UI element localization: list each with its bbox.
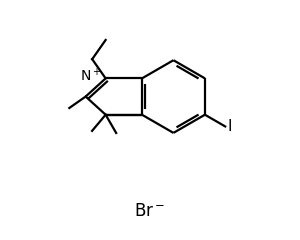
Text: I: I <box>227 119 232 134</box>
Text: Br$^-$: Br$^-$ <box>134 202 166 220</box>
Text: N$^+$: N$^+$ <box>80 67 101 85</box>
